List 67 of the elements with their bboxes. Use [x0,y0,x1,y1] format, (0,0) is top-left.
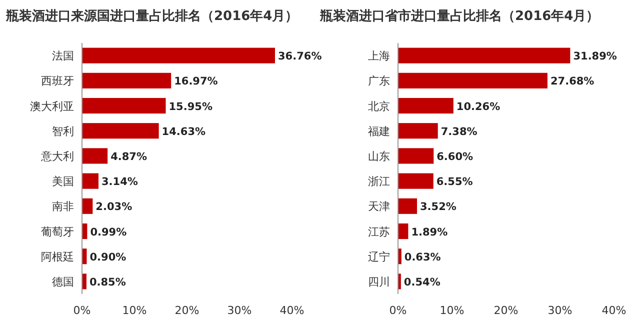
y-tick-label: 智利 [52,124,74,138]
bar [398,148,434,164]
bar [398,98,454,114]
data-label: 0.85% [89,276,126,288]
y-tick-label: 天津 [368,200,390,214]
data-label: 6.60% [436,150,474,163]
bar [82,148,108,164]
data-label: 3.14% [101,176,138,188]
y-tick-label: 福建 [368,124,390,138]
y-tick-label: 阿根廷 [41,250,74,264]
y-tick-label: 葡萄牙 [41,225,74,238]
bar [82,123,159,139]
x-tick-label: 10% [122,304,147,317]
data-label: 15.95% [168,100,213,113]
y-tick-label: 上海 [368,50,390,63]
bar [398,223,408,240]
y-tick-label: 北京 [368,100,390,113]
y-tick-label: 山东 [368,150,390,163]
x-tick-label: 0% [73,304,91,317]
bar [82,198,93,214]
y-tick-label: 意大利 [40,150,74,163]
data-label: 7.38% [440,126,478,138]
y-tick-label: 浙江 [368,175,390,188]
bar [398,72,548,88]
bar [82,48,275,64]
data-label: 31.89% [573,50,618,63]
y-tick-label: 江苏 [368,225,390,238]
bar [82,173,98,189]
data-label: 0.63% [404,251,442,264]
data-label: 1.89% [411,226,448,238]
y-tick-label: 澳大利亚 [30,100,74,113]
x-tick-label: 30% [548,304,572,317]
x-tick-label: 40% [280,304,304,317]
data-label: 10.26% [456,100,501,113]
x-tick-label: 20% [174,304,200,317]
data-label: 27.68% [550,76,595,88]
data-label: 0.90% [90,251,127,264]
chart-title: 瓶装酒进口省市进口量占比排名（2016年4月） [319,8,600,24]
y-tick-label: 美国 [52,175,74,188]
data-label: 6.55% [436,176,474,188]
chart-title: 瓶装酒进口来源国进口量占比排名（2016年4月） [5,8,298,24]
bar [398,173,434,189]
y-tick-label: 辽宁 [368,250,390,264]
y-tick-label: 德国 [52,275,74,288]
data-label: 4.87% [110,150,148,163]
y-tick-label: 西班牙 [41,74,74,88]
data-label: 2.03% [96,201,133,214]
bar [398,48,570,64]
data-label: 0.99% [90,226,128,238]
x-tick-label: 0% [389,304,407,317]
data-label: 36.76% [278,50,322,63]
x-tick-label: 30% [227,304,252,317]
y-tick-label: 南非 [52,200,74,214]
y-tick-label: 广东 [368,74,390,88]
data-label: 16.97% [174,76,218,88]
data-label: 0.54% [404,276,441,288]
bar [82,72,172,88]
data-label: 14.63% [162,126,206,138]
bar [398,198,418,214]
x-tick-label: 40% [602,304,626,317]
y-tick-label: 法国 [52,50,74,63]
x-tick-label: 20% [494,304,518,317]
y-tick-label: 四川 [368,275,390,288]
bar [398,123,438,139]
data-label: 3.52% [420,201,457,214]
bar [82,98,166,114]
x-tick-label: 10% [440,304,464,317]
